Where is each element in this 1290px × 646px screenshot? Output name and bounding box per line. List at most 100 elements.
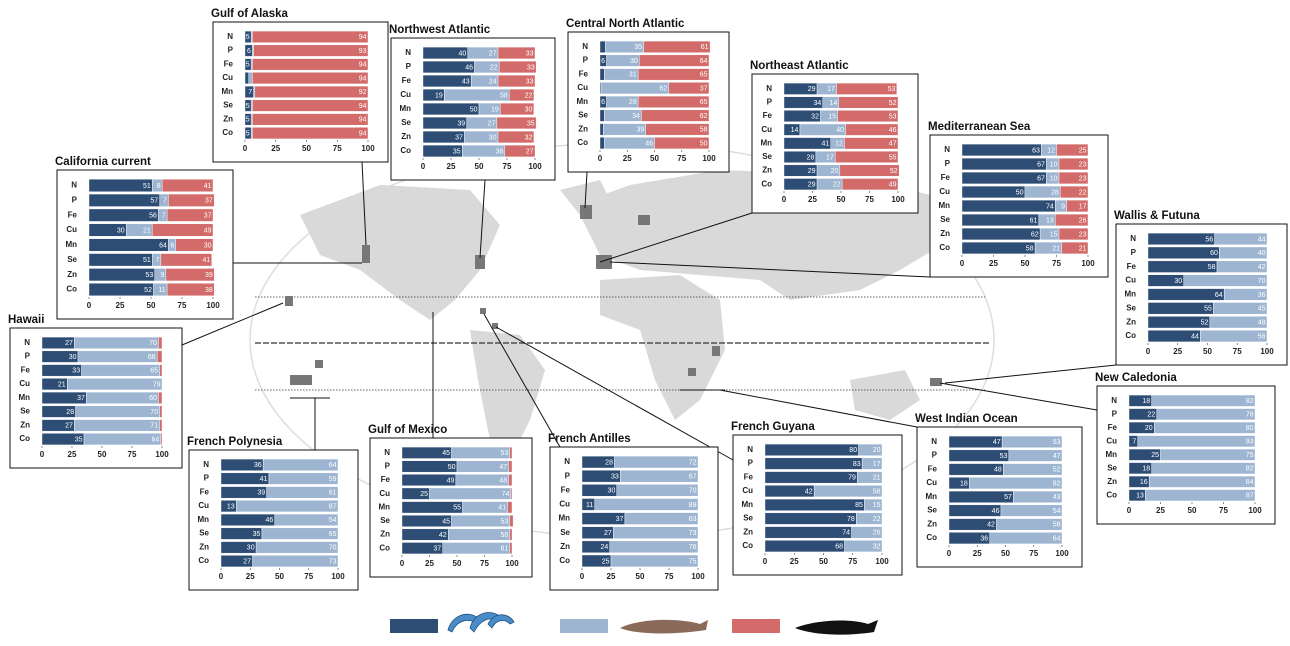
bar-segment [1058, 157, 1089, 171]
x-tick-label: 0 [782, 195, 787, 204]
value-label: 51 [143, 257, 151, 264]
value-label: 60 [149, 395, 157, 402]
category-label: Fe [561, 485, 571, 494]
bar-segment [160, 433, 163, 446]
value-label: 87 [1246, 493, 1254, 500]
category-label: Zn [560, 542, 570, 551]
chart-title: California current [55, 156, 151, 168]
bar-segment [1001, 435, 1063, 448]
category-label: Cu [1106, 436, 1117, 445]
x-tick-label: 50 [819, 557, 828, 566]
value-label: 15 [828, 113, 836, 120]
value-label: 7 [248, 89, 252, 96]
x-tick-label: 25 [68, 450, 77, 459]
value-label: 71 [150, 423, 158, 430]
value-label: 42 [987, 522, 995, 529]
value-label: 65 [700, 72, 708, 79]
category-label: Mn [558, 514, 570, 523]
bar-segment [1147, 246, 1220, 259]
value-label: 37 [433, 546, 441, 553]
category-label: Fe [21, 365, 31, 374]
bar-segment [989, 532, 1063, 545]
category-label: Mn [399, 104, 411, 113]
value-label: 6 [170, 242, 174, 249]
value-label: 53 [888, 86, 896, 93]
category-label: Cu [761, 125, 772, 134]
value-label: 7 [163, 198, 167, 205]
chart-panel: California current N 51 8 41 P 57 7 37 Fe 56 7 37 Cu 3… [55, 156, 234, 320]
value-label: 53 [1000, 453, 1008, 460]
category-label: Mn [925, 492, 937, 501]
category-label: Se [560, 528, 570, 537]
x-tick-label: 0 [580, 572, 585, 581]
bar-segment [764, 540, 845, 553]
bar-segment [764, 443, 859, 456]
bar-segment [1213, 302, 1268, 315]
bar-segment [857, 471, 883, 484]
bar-segment [1055, 213, 1089, 227]
value-label: 55 [453, 505, 461, 512]
chart-title: Wallis & Futuna [1114, 210, 1200, 222]
value-label: 54 [329, 517, 337, 524]
bar-segment [268, 472, 339, 485]
value-label: 49 [889, 182, 897, 189]
value-label: 85 [855, 502, 863, 509]
bar-segment [1219, 246, 1268, 259]
bar-segment [88, 208, 159, 222]
bar-segment [1147, 288, 1225, 301]
x-tick-label: 25 [116, 301, 125, 310]
x-tick-label: 50 [1188, 506, 1197, 515]
x-tick-label: 25 [790, 557, 799, 566]
value-label: 44 [1191, 333, 1199, 340]
bar-segment [645, 123, 710, 136]
value-label: 27 [488, 120, 496, 127]
x-tick-label: 75 [480, 559, 489, 568]
bar-segment [1058, 171, 1089, 185]
value-label: 34 [632, 113, 640, 120]
value-label: 27 [65, 423, 73, 430]
bar-segment [86, 391, 159, 404]
value-label: 40 [836, 127, 844, 134]
chart-panel: French Guyana N 80 20 P 83 17 Fe 79 21 Cu 42 58 Mn 85 1… [731, 421, 903, 576]
x-tick-label: 0 [219, 572, 224, 581]
x-tick-label: 25 [447, 162, 456, 171]
category-label: Mn [576, 97, 588, 106]
value-label: 28 [807, 154, 815, 161]
bar-segment [1153, 421, 1256, 434]
value-label: 37 [700, 85, 708, 92]
bar-segment [961, 227, 1041, 241]
value-label: 72 [689, 459, 697, 466]
value-label: 62 [1031, 231, 1039, 238]
category-label: Mn [378, 502, 390, 511]
value-label: 80 [849, 447, 857, 454]
category-label: Cu [400, 90, 411, 99]
value-label: 30 [247, 545, 255, 552]
bar-segment [1148, 475, 1256, 488]
value-label: 36 [980, 535, 988, 542]
value-label: 33 [527, 64, 535, 71]
value-label: 30 [117, 227, 125, 234]
value-label: 37 [616, 516, 624, 523]
chart-title: West Indian Ocean [915, 413, 1018, 425]
value-label: 30 [489, 134, 497, 141]
value-label: 19 [491, 106, 499, 113]
bar-segment [159, 419, 163, 432]
value-label: 6 [601, 58, 605, 65]
bar-segment [961, 213, 1040, 227]
category-label: Co [19, 434, 30, 443]
category-label: P [385, 462, 391, 471]
bar-segment [668, 82, 710, 95]
value-label: 54 [1053, 508, 1061, 515]
value-label: 25 [1151, 452, 1159, 459]
x-tick-label: 100 [206, 301, 220, 310]
value-label: 32 [525, 134, 533, 141]
value-label: 64 [329, 462, 337, 469]
value-label: 15 [873, 502, 881, 509]
value-label: 58 [1026, 245, 1034, 252]
bar-segment [1013, 490, 1063, 503]
bar-segment [620, 470, 699, 483]
x-tick-label: 50 [147, 301, 156, 310]
value-label: 37 [77, 395, 85, 402]
bar-segment [88, 193, 160, 207]
category-label: Co [379, 543, 390, 552]
